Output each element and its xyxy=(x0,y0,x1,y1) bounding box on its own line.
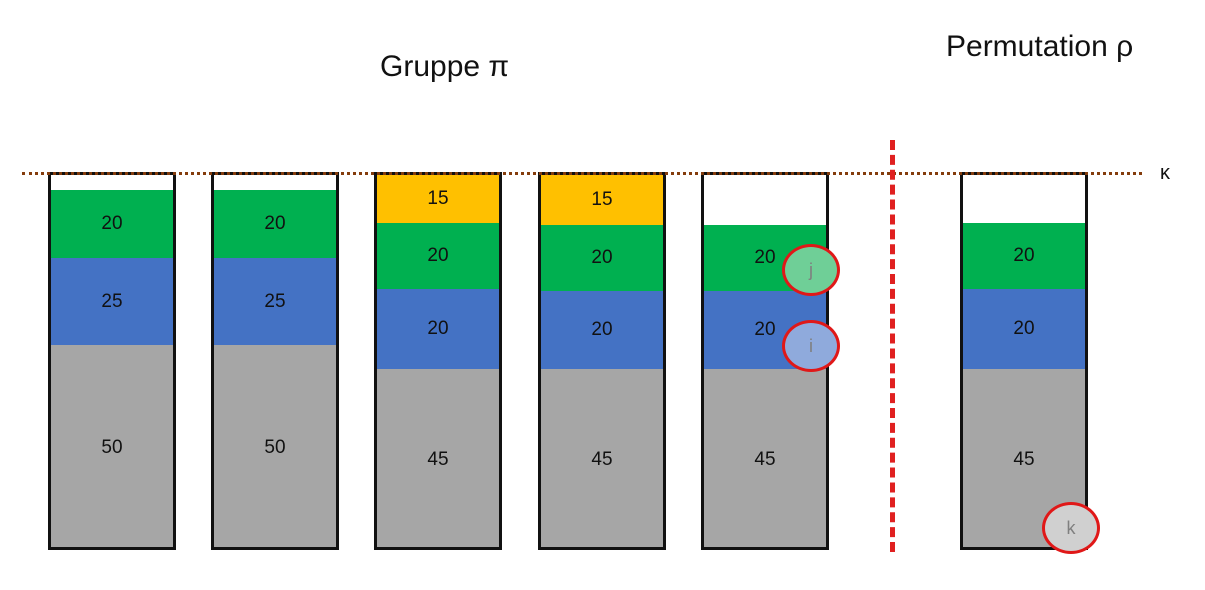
segment-green: 20 xyxy=(963,223,1085,289)
segment-blue: 25 xyxy=(51,258,173,345)
group-column-3: 15 20 20 45 xyxy=(374,172,502,550)
group-column-1: 20 25 50 xyxy=(48,172,176,550)
marker-i: i xyxy=(782,320,840,372)
group-column-4: 15 20 20 45 xyxy=(538,172,666,550)
segment-blue: 25 xyxy=(214,258,336,345)
group-title: Gruppe π xyxy=(380,50,510,83)
segment-gray: 45 xyxy=(704,369,826,547)
segment-blue: 20 xyxy=(377,289,499,369)
group-column-2: 20 25 50 xyxy=(211,172,339,550)
capacity-label: κ xyxy=(1160,162,1170,184)
segment-gray: 45 xyxy=(541,369,663,547)
segment-gray: 50 xyxy=(51,345,173,547)
marker-j: j xyxy=(782,244,840,296)
segment-green: 20 xyxy=(377,223,499,289)
segment-gray: 50 xyxy=(214,345,336,547)
segment-yellow: 15 xyxy=(541,175,663,225)
separator-line xyxy=(890,140,895,552)
marker-k: k xyxy=(1042,502,1100,554)
segment-green: 20 xyxy=(214,190,336,258)
segment-yellow: 15 xyxy=(377,175,499,223)
permutation-column: 20 20 45 xyxy=(960,172,1088,550)
capacity-line xyxy=(22,172,1142,175)
segment-blue: 20 xyxy=(963,289,1085,369)
segment-gray: 45 xyxy=(377,369,499,547)
segment-blue: 20 xyxy=(541,291,663,369)
segment-green: 20 xyxy=(51,190,173,258)
permutation-title: Permutation ρ xyxy=(946,30,1134,63)
segment-green: 20 xyxy=(541,225,663,291)
